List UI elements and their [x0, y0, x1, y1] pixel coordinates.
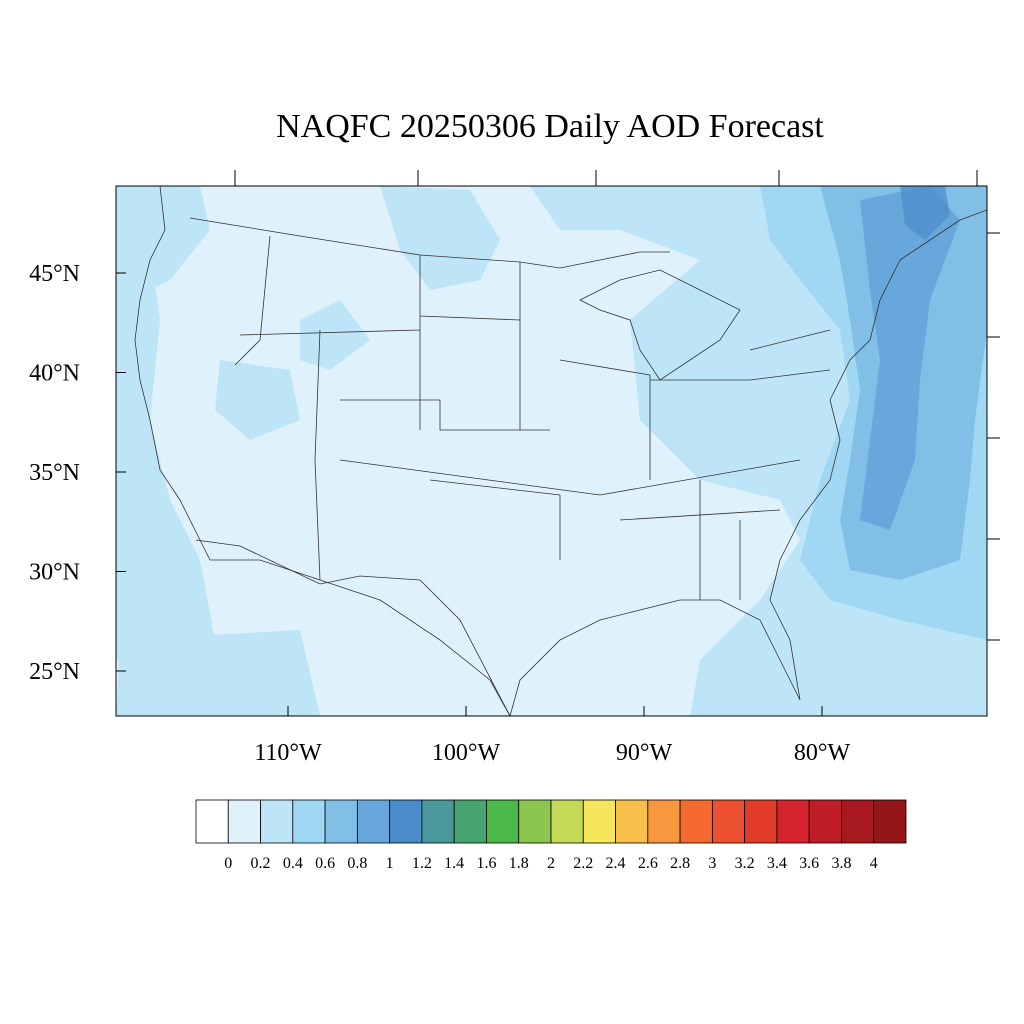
colorbar-label: 1: [386, 855, 394, 872]
colorbar-label: 3.6: [799, 855, 819, 872]
colorbar-swatch: [615, 799, 649, 844]
state-lines-west: [234, 235, 601, 581]
colorbar-swatch: [227, 799, 261, 844]
boundaries: [134, 186, 987, 716]
colorbar-swatch: [808, 799, 842, 844]
colorbar-swatch: [776, 799, 810, 844]
colorbar-swatch: [647, 799, 681, 844]
aod-region-north-central: [380, 186, 500, 290]
lon-tick-label: 100°W: [432, 740, 501, 766]
aod-field: [116, 186, 987, 716]
colorbar-label: 1.8: [509, 855, 529, 872]
gulf-coastline: [210, 559, 801, 716]
top-edge-ticks: [234, 170, 978, 186]
map-frame: [115, 185, 988, 717]
colorbar-swatch: [582, 799, 616, 844]
aod-region-pacific-nw: [116, 186, 210, 300]
colorbar-swatch: [744, 799, 778, 844]
aod-region-gulf: [116, 630, 320, 716]
colorbar-label: 2.6: [638, 855, 658, 872]
colorbar-label: 2.2: [573, 855, 593, 872]
colorbar-label: 0.2: [251, 855, 271, 872]
colorbar-swatch: [292, 799, 326, 844]
colorbar-label: 0.8: [347, 855, 367, 872]
colorbar-label: 3.8: [831, 855, 851, 872]
east-coastline: [779, 209, 987, 561]
colorbar-label: 0.4: [283, 855, 303, 872]
colorbar-label: 3.2: [735, 855, 755, 872]
lat-tick-label: 25°N: [29, 659, 80, 685]
colorbar-label: 1.4: [444, 855, 464, 872]
colorbar-label: 2: [547, 855, 555, 872]
lat-tick-label: 40°N: [29, 361, 80, 387]
lon-tick-label: 80°W: [794, 740, 851, 766]
colorbar-swatch: [841, 799, 875, 844]
latitude-ticks: 45°N 40°N 35°N 30°N 25°N: [29, 261, 126, 685]
colorbar-swatch: [421, 799, 455, 844]
colorbar-label: 1.2: [412, 855, 432, 872]
lon-tick-label: 110°W: [254, 740, 322, 766]
colorbar-swatch: [550, 799, 584, 844]
map-title: NAQFC 20250306 Daily AOD Forecast: [276, 108, 824, 145]
colorbar: 0 0.2 0.4 0.6 0.8 1 1.2 1.4 1.6 1.8 2 2.2 2.4 2.6 2.8 3…: [195, 799, 907, 872]
mexico-border: [195, 539, 511, 716]
colorbar-swatch: [389, 799, 423, 844]
aod-region-rockies-patch: [215, 360, 300, 440]
colorbar-swatch: [873, 799, 907, 844]
state-lines-east: [559, 329, 831, 600]
colorbar-label: 3: [708, 855, 716, 872]
colorbar-swatch: [356, 799, 391, 844]
colorbar-label: 1.6: [476, 855, 496, 872]
colorbar-label: 2.4: [606, 855, 626, 872]
colorbar-swatch: [453, 799, 487, 844]
colorbar-swatch: [324, 799, 358, 844]
lon-tick-label: 90°W: [616, 740, 673, 766]
colorbar-swatch: [260, 799, 294, 844]
aod-region-atlantic-core: [900, 186, 950, 240]
aod-region-west-coast: [116, 250, 215, 660]
canada-border: [189, 217, 670, 269]
colorbar-swatch: [518, 799, 552, 844]
aod-region-atlantic-peak: [860, 186, 960, 530]
right-edge-ticks: [987, 232, 1000, 641]
colorbar-swatch: [486, 799, 520, 844]
west-coastline: [134, 186, 211, 561]
colorbar-swatch: [711, 799, 746, 844]
colorbar-label: 2.8: [670, 855, 690, 872]
colorbar-label: 0: [224, 855, 232, 872]
lat-tick-label: 30°N: [29, 560, 80, 586]
colorbar-swatch: [195, 799, 229, 844]
longitude-ticks: 110°W 100°W 90°W 80°W: [254, 706, 850, 766]
great-lakes: [579, 269, 741, 381]
lat-tick-label: 35°N: [29, 460, 80, 486]
colorbar-label: 4: [870, 855, 878, 872]
colorbar-label: 0.6: [315, 855, 335, 872]
lat-tick-label: 45°N: [29, 261, 80, 287]
colorbar-label: 3.4: [767, 855, 787, 872]
aod-region-plains-patch: [300, 300, 370, 370]
colorbar-swatch: [679, 799, 713, 844]
